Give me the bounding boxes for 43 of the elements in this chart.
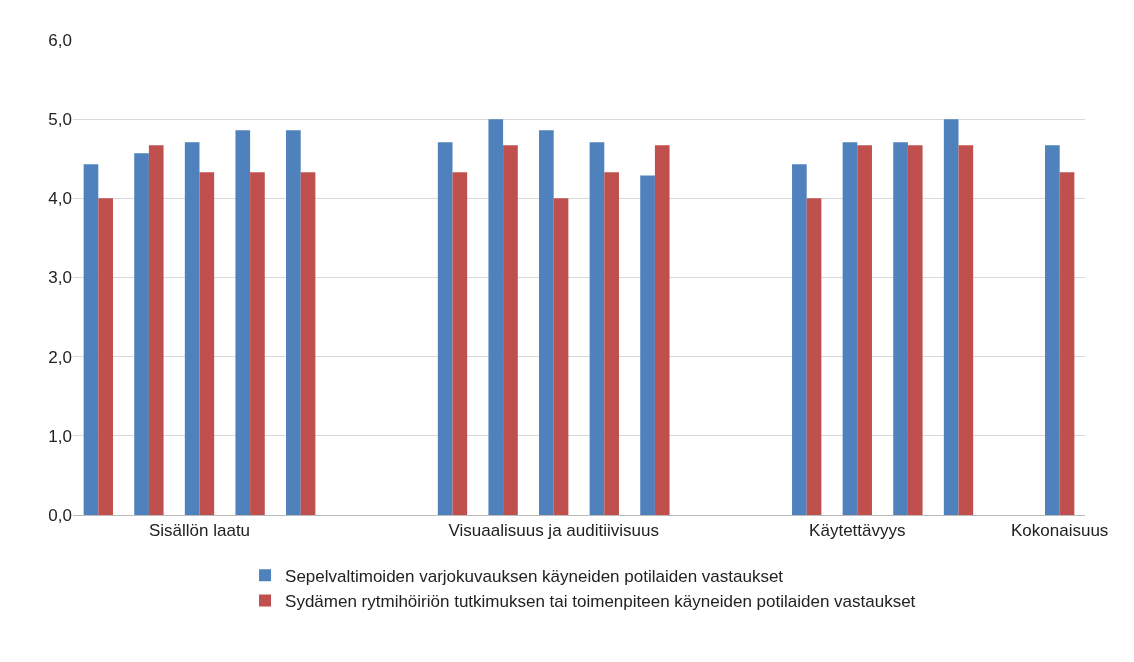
bar bbox=[604, 172, 619, 515]
bar bbox=[488, 119, 504, 515]
bar bbox=[452, 172, 468, 515]
bar bbox=[553, 198, 569, 515]
bar bbox=[235, 130, 251, 515]
bar bbox=[654, 145, 670, 515]
x-tick-label: Sisällön laatu bbox=[148, 521, 251, 541]
legend-label: Sepelvaltimoiden varjokuvauksen käyneiden potilaiden vastaukset bbox=[285, 566, 784, 586]
bar bbox=[893, 142, 908, 515]
bar bbox=[842, 142, 858, 515]
x-tick-label: Visuaalisuus ja auditiivisuus bbox=[448, 521, 659, 541]
y-tick-label: 3,0 bbox=[48, 268, 72, 288]
bar bbox=[300, 172, 316, 515]
legend-label: Sydämen rytmihöiriön tutkimuksen tai toimenpiteen käyneiden potilaiden vastaukset bbox=[285, 592, 916, 612]
bar bbox=[640, 175, 655, 515]
bar bbox=[857, 145, 872, 515]
bar bbox=[184, 142, 200, 515]
bar bbox=[539, 130, 554, 515]
y-tick-label: 0,0 bbox=[48, 505, 72, 525]
bar bbox=[806, 198, 822, 515]
bar bbox=[199, 172, 215, 515]
bar bbox=[98, 198, 113, 515]
y-tick-label: 2,0 bbox=[48, 347, 72, 367]
bar bbox=[250, 172, 265, 515]
bar bbox=[134, 153, 149, 515]
bar bbox=[83, 164, 99, 515]
bar bbox=[437, 142, 453, 515]
bar bbox=[1045, 145, 1060, 515]
bar bbox=[503, 145, 518, 515]
y-tick-label: 5,0 bbox=[48, 110, 72, 130]
y-tick-label: 6,0 bbox=[48, 30, 72, 50]
bar bbox=[792, 164, 807, 515]
bar bbox=[907, 145, 923, 515]
y-tick-label: 1,0 bbox=[48, 426, 72, 446]
x-tick-label: Kokonaisuus bbox=[1011, 521, 1109, 541]
bar bbox=[148, 145, 164, 515]
bar bbox=[958, 145, 974, 515]
bar bbox=[286, 130, 301, 515]
bar bbox=[1059, 172, 1075, 515]
y-tick-label: 4,0 bbox=[48, 189, 72, 209]
bar bbox=[943, 119, 959, 515]
bar bbox=[589, 142, 605, 515]
x-tick-label: Käytettävyys bbox=[809, 521, 906, 541]
